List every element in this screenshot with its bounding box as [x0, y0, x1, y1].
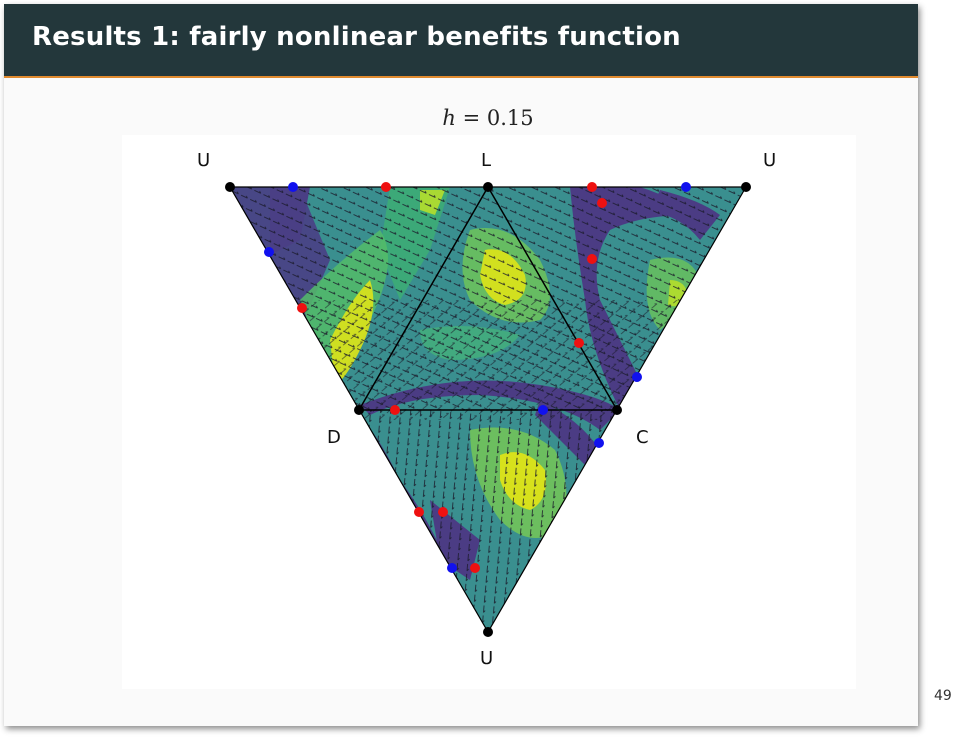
vertex-d: [354, 405, 364, 415]
label-u-top-left: U: [197, 150, 210, 171]
blue-point: [538, 405, 548, 415]
blue-point: [288, 182, 298, 192]
inner-triangle: [357, 185, 619, 411]
vertex-u-top-right: [741, 182, 751, 192]
label-l: L: [481, 150, 491, 171]
figure-title-variable: h: [442, 106, 456, 130]
label-d: D: [327, 427, 341, 448]
blue-point: [447, 563, 457, 573]
red-point: [381, 182, 391, 192]
vertex-l: [483, 182, 493, 192]
red-point: [414, 507, 424, 517]
slide-title: Results 1: fairly nonlinear benefits fun…: [32, 22, 681, 52]
figure-title: h = 0.15: [0, 106, 976, 130]
red-point: [587, 254, 597, 264]
blue-points: [264, 182, 691, 573]
red-point: [470, 563, 480, 573]
page-number: 49: [934, 688, 952, 704]
red-point: [390, 405, 400, 415]
blue-point: [594, 438, 604, 448]
red-point: [297, 303, 307, 313]
vertex-c: [612, 405, 622, 415]
vertex-u-bottom: [483, 627, 493, 637]
blue-point: [681, 182, 691, 192]
red-points: [297, 182, 607, 573]
red-point: [574, 338, 584, 348]
label-u-bottom: U: [480, 648, 493, 669]
figure-title-value: = 0.15: [455, 106, 534, 130]
blue-point: [264, 247, 274, 257]
slide-header: Results 1: fairly nonlinear benefits fun…: [4, 4, 918, 78]
blue-point: [632, 372, 642, 382]
red-point: [597, 198, 607, 208]
vertex-u-top-left: [225, 182, 235, 192]
label-u-top-right: U: [763, 150, 776, 171]
label-c: C: [636, 427, 649, 448]
red-point: [587, 182, 597, 192]
red-point: [438, 507, 448, 517]
